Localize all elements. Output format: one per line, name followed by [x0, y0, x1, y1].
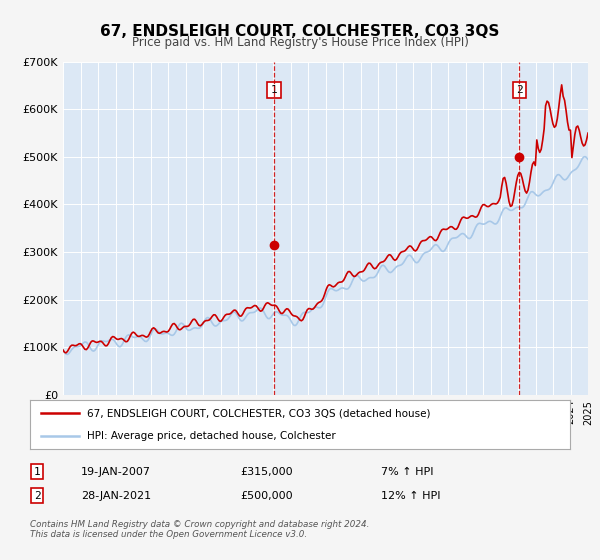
Text: 7% ↑ HPI: 7% ↑ HPI	[381, 466, 433, 477]
Text: HPI: Average price, detached house, Colchester: HPI: Average price, detached house, Colc…	[86, 431, 335, 441]
Text: 2: 2	[516, 85, 523, 95]
Text: Contains HM Land Registry data © Crown copyright and database right 2024.
This d: Contains HM Land Registry data © Crown c…	[30, 520, 370, 539]
Text: 67, ENDSLEIGH COURT, COLCHESTER, CO3 3QS (detached house): 67, ENDSLEIGH COURT, COLCHESTER, CO3 3QS…	[86, 408, 430, 418]
Text: £315,000: £315,000	[240, 466, 293, 477]
Text: 2: 2	[34, 491, 41, 501]
Text: 12% ↑ HPI: 12% ↑ HPI	[381, 491, 440, 501]
Text: 67, ENDSLEIGH COURT, COLCHESTER, CO3 3QS: 67, ENDSLEIGH COURT, COLCHESTER, CO3 3QS	[100, 24, 500, 39]
Text: Price paid vs. HM Land Registry's House Price Index (HPI): Price paid vs. HM Land Registry's House …	[131, 36, 469, 49]
Text: 1: 1	[271, 85, 277, 95]
Text: 28-JAN-2021: 28-JAN-2021	[81, 491, 151, 501]
Text: 19-JAN-2007: 19-JAN-2007	[81, 466, 151, 477]
Text: 1: 1	[34, 466, 41, 477]
Text: £500,000: £500,000	[240, 491, 293, 501]
